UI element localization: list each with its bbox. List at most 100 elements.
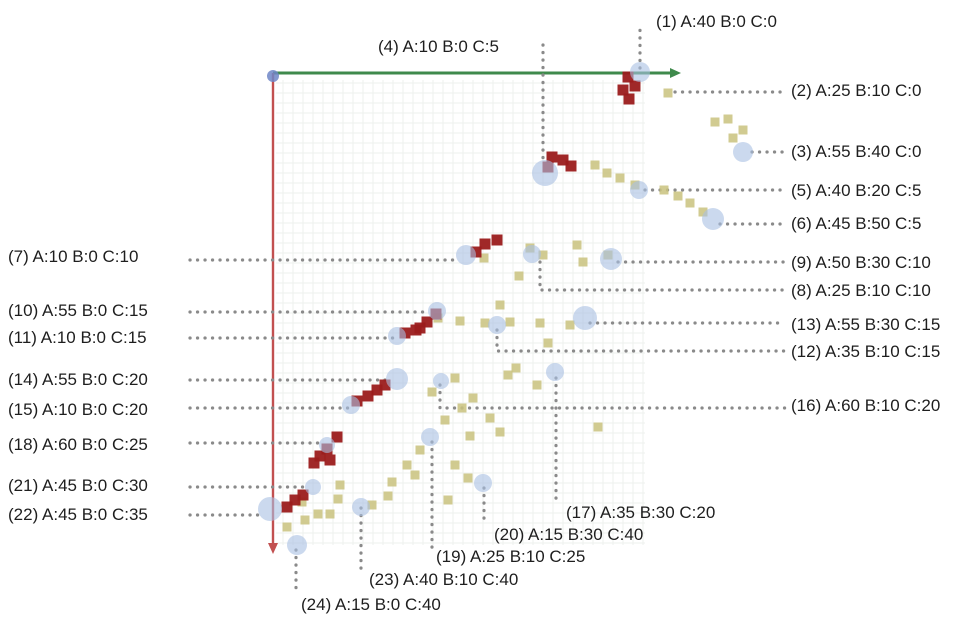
olive-square — [659, 185, 669, 195]
red-square — [297, 489, 309, 501]
red-square — [362, 390, 374, 402]
leader-line — [495, 328, 787, 353]
olive-square — [480, 318, 490, 328]
olive-square — [538, 250, 548, 260]
callout-24: (24) A:15 B:0 C:40 — [301, 595, 441, 614]
callout-labels: (1) A:40 B:0 C:0 (2) A:25 B:10 C:0 (3) A… — [8, 12, 940, 614]
olive-square — [387, 477, 397, 487]
callout-16: (16) A:60 B:10 C:20 — [791, 396, 940, 415]
olive-square — [602, 168, 612, 178]
highlight-circle — [258, 497, 282, 521]
red-square — [371, 384, 383, 396]
olive-square — [468, 393, 478, 403]
olive-square — [465, 431, 475, 441]
olive-square — [728, 133, 738, 143]
red-square — [289, 494, 301, 506]
highlight-circle — [630, 62, 650, 82]
olive-square — [427, 387, 437, 397]
highlight-circle — [600, 248, 622, 270]
olive-square — [710, 117, 720, 127]
olive-square — [479, 253, 489, 263]
callout-6: (6) A:45 B:50 C:5 — [791, 214, 921, 233]
olive-square — [443, 495, 453, 505]
leader-line — [538, 260, 787, 292]
highlight-circle — [546, 363, 564, 381]
callout-13: (13) A:55 B:30 C:15 — [791, 315, 940, 334]
olive-square — [457, 403, 467, 413]
highlight-circle — [702, 208, 724, 230]
callout-11: (11) A:10 B:0 C:15 — [8, 328, 147, 347]
red-squares — [281, 71, 641, 513]
callout-4: (4) A:10 B:0 C:5 — [378, 37, 499, 56]
olive-square — [495, 300, 505, 310]
highlight-circle — [630, 181, 648, 199]
olive-square — [673, 191, 683, 201]
callout-19: (19) A:25 B:10 C:25 — [436, 547, 585, 566]
callout-21: (21) A:45 B:0 C:30 — [8, 476, 148, 495]
olive-square — [313, 509, 323, 519]
highlight-circle — [421, 428, 439, 446]
highlight-circle — [428, 302, 446, 320]
olive-square — [415, 445, 425, 455]
callout-17: (17) A:35 B:30 C:20 — [566, 503, 715, 522]
olive-square — [615, 173, 625, 183]
red-square — [491, 234, 503, 246]
red-square — [421, 316, 433, 328]
red-square — [470, 246, 482, 258]
callout-8: (8) A:25 B:10 C:10 — [791, 281, 931, 300]
olive-square — [663, 88, 673, 98]
callout-1: (1) A:40 B:0 C:0 — [656, 12, 777, 31]
olive-square — [335, 480, 345, 490]
olive-squares — [282, 88, 748, 532]
red-square — [617, 84, 629, 96]
red-square — [324, 454, 336, 466]
highlight-circle — [386, 368, 408, 390]
callout-3: (3) A:55 B:40 C:0 — [791, 142, 921, 161]
olive-square — [532, 380, 542, 390]
olive-square — [367, 500, 377, 510]
olive-square — [511, 363, 521, 373]
callout-10: (10) A:55 B:0 C:15 — [8, 301, 148, 320]
red-square — [281, 501, 293, 513]
olive-square — [505, 317, 515, 327]
olive-square — [578, 257, 588, 267]
olive-square — [535, 318, 545, 328]
red-square — [414, 322, 426, 334]
highlight-circle — [523, 245, 541, 263]
callout-15: (15) A:10 B:0 C:20 — [8, 400, 148, 419]
olive-square — [685, 198, 695, 208]
olive-square — [297, 497, 307, 507]
olive-square — [738, 125, 748, 135]
callout-22: (22) A:45 B:0 C:35 — [8, 505, 148, 524]
callout-9: (9) A:50 B:30 C:10 — [791, 253, 931, 272]
olive-square — [440, 415, 450, 425]
olive-square — [565, 320, 575, 330]
olive-square — [300, 515, 310, 525]
olive-square — [383, 491, 393, 501]
olive-square — [543, 338, 553, 348]
olive-square — [485, 413, 495, 423]
red-square — [565, 160, 577, 172]
callout-7: (7) A:10 B:0 C:10 — [8, 247, 138, 266]
highlight-circle — [474, 474, 492, 492]
vertical-axis-arrowhead — [268, 543, 278, 554]
red-square — [479, 238, 491, 250]
olive-square — [590, 160, 600, 170]
highlight-circle — [488, 316, 506, 334]
highlight-circle — [305, 479, 321, 495]
red-square — [629, 80, 641, 92]
olive-square — [282, 522, 292, 532]
callout-5: (5) A:40 B:20 C:5 — [791, 181, 921, 200]
highlight-circle — [433, 373, 449, 389]
olive-square — [402, 460, 412, 470]
red-square — [379, 379, 391, 391]
red-square — [622, 71, 634, 83]
olive-square — [410, 470, 420, 480]
callout-12: (12) A:35 B:10 C:15 — [791, 342, 940, 361]
highlight-circle — [456, 245, 476, 265]
olive-square — [723, 114, 733, 124]
red-square — [623, 93, 635, 105]
olive-square — [325, 509, 335, 519]
olive-square — [514, 271, 524, 281]
